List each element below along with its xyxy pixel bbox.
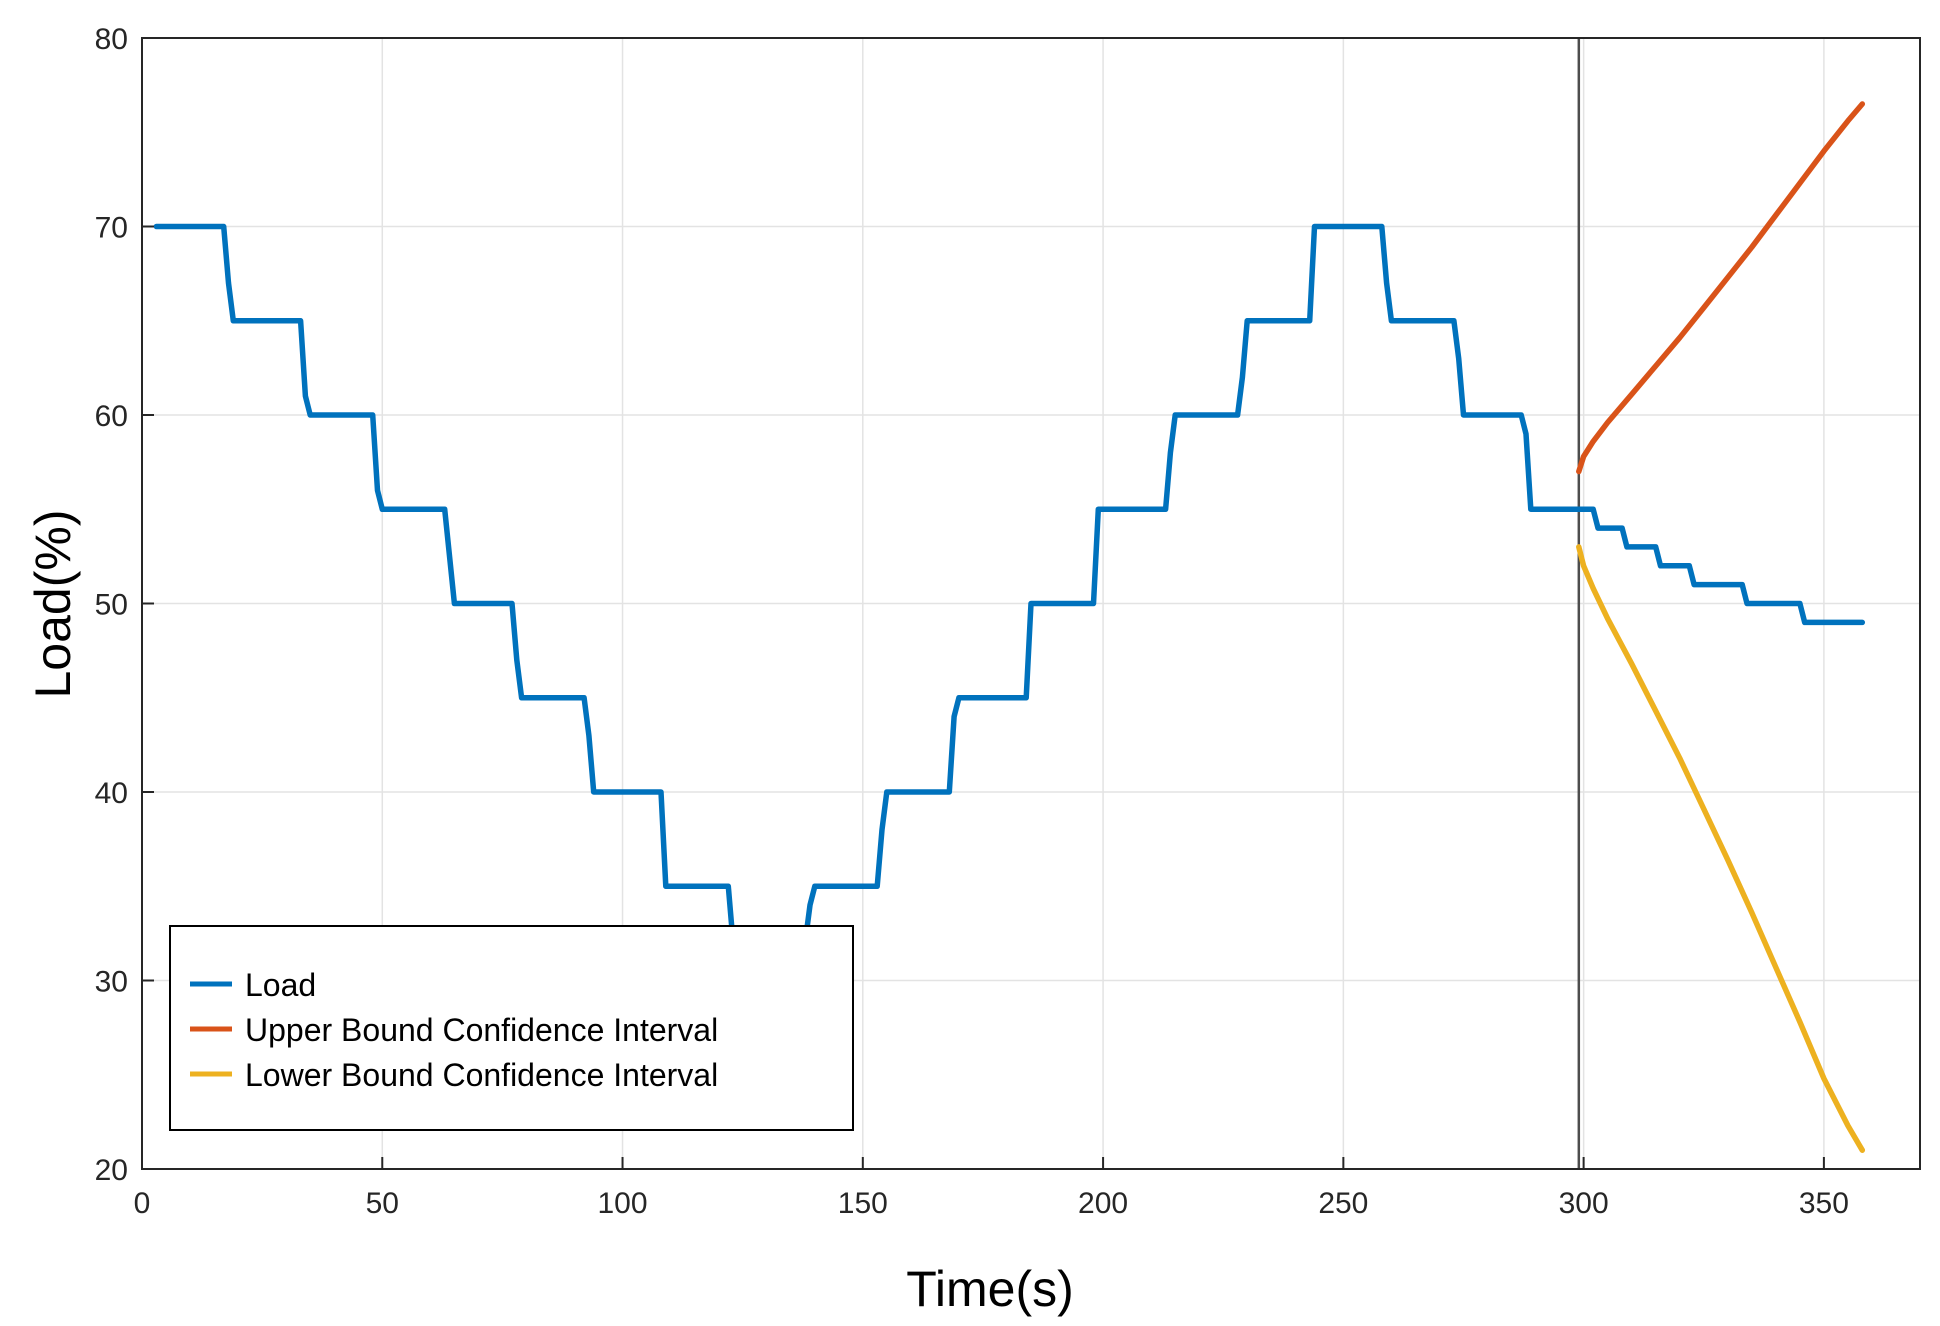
x-axis-label: Time(s) — [906, 1261, 1074, 1317]
x-tick-label: 350 — [1799, 1187, 1849, 1220]
y-tick-label: 70 — [95, 212, 128, 245]
y-tick-label: 20 — [95, 1154, 128, 1187]
y-tick-label: 40 — [95, 777, 128, 810]
x-tick-label: 250 — [1318, 1187, 1368, 1220]
y-axis-label: Load(%) — [25, 510, 81, 699]
x-tick-label: 300 — [1559, 1187, 1609, 1220]
x-tick-label: 100 — [598, 1187, 648, 1220]
y-tick-label: 80 — [95, 23, 128, 56]
tick-labels: 0 50 100 150 200 250 300 350 20 30 40 50 60 70 80 — [95, 23, 1849, 1220]
legend-label-lower-bound: Lower Bound Confidence Interval — [245, 1057, 718, 1093]
y-tick-label: 30 — [95, 966, 128, 999]
series-line-2 — [1576, 544, 1866, 1153]
series-line-1 — [1576, 101, 1866, 475]
x-tick-label: 0 — [134, 1187, 151, 1220]
legend-box — [169, 925, 854, 1131]
legend-label-upper-bound: Upper Bound Confidence Interval — [245, 1012, 718, 1048]
x-tick-label: 200 — [1078, 1187, 1128, 1220]
series-lines — [153, 101, 1866, 1153]
legend-label-load: Load — [245, 967, 316, 1003]
series-line-0 — [153, 223, 1866, 984]
x-tick-label: 150 — [838, 1187, 888, 1220]
x-tick-label: 50 — [366, 1187, 399, 1220]
y-tick-label: 50 — [95, 589, 128, 622]
legend: Load Upper Bound Confidence Interval Low… — [169, 925, 854, 1131]
y-tick-label: 60 — [95, 400, 128, 433]
